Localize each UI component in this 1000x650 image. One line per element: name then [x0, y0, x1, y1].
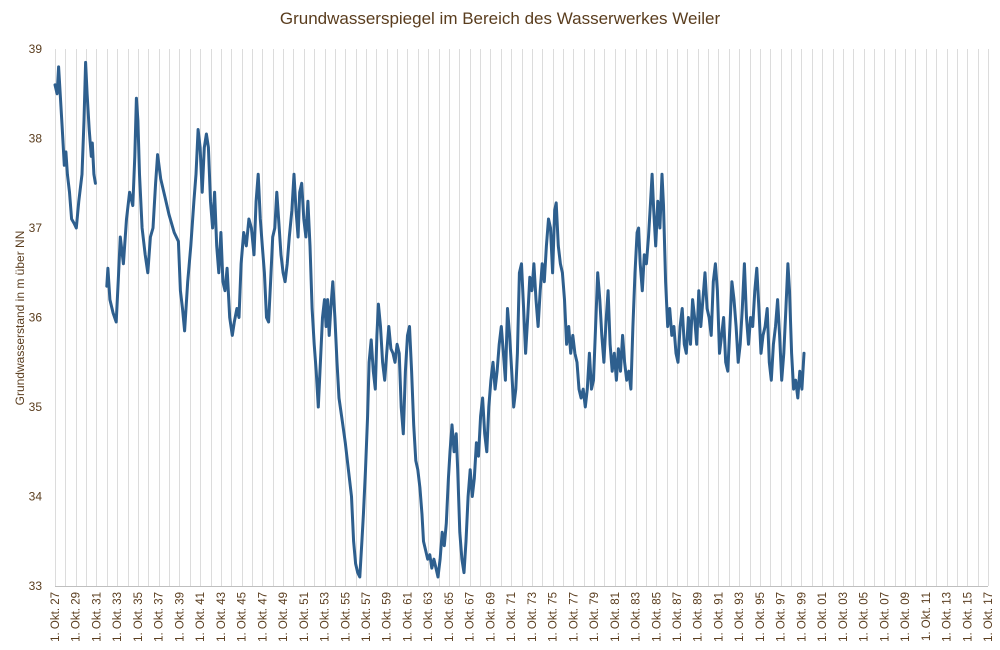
y-tick-label: 33	[29, 579, 43, 593]
x-tick-label: 1. Okt. 39	[174, 592, 186, 642]
x-tick-label: 1. Okt. 75	[548, 592, 560, 642]
y-tick-label: 37	[29, 221, 43, 235]
x-tick-label: 1. Okt. 41	[195, 592, 207, 642]
x-tick-label: 1. Okt. 65	[444, 592, 456, 642]
x-tick-label: 1. Okt. 07	[879, 592, 891, 642]
x-tick-label: 1. Okt. 49	[278, 592, 290, 642]
x-tick-label: 1. Okt. 95	[755, 592, 767, 642]
x-tick-label: 1. Okt. 15	[962, 592, 974, 642]
x-tick-label: 1. Okt. 89	[693, 592, 705, 642]
series-line	[105, 96, 806, 579]
x-tick-label: 1. Okt. 47	[257, 592, 269, 642]
x-tick-label: 1. Okt. 87	[672, 592, 684, 642]
x-tick-label: 1. Okt. 11	[921, 592, 933, 641]
x-tick-label: 1. Okt. 17	[983, 592, 995, 642]
x-tick-label: 1. Okt. 51	[299, 592, 311, 642]
x-tick-label: 1. Okt. 97	[776, 592, 788, 642]
x-tick-label: 1. Okt. 13	[942, 592, 954, 642]
x-tick-label: 1. Okt. 63	[423, 592, 435, 642]
x-tick-label: 1. Okt. 73	[527, 592, 539, 642]
y-tick-label: 39	[29, 42, 43, 56]
x-tick-label: 1. Okt. 53	[320, 592, 332, 642]
x-tick-label: 1. Okt. 91	[713, 592, 725, 642]
x-tick-label: 1. Okt. 45	[237, 592, 249, 642]
x-tick-label: 1. Okt. 71	[506, 592, 518, 642]
x-tick-label: 1. Okt. 33	[112, 592, 124, 642]
x-tick-label: 1. Okt. 99	[796, 592, 808, 642]
x-tick-label: 1. Okt. 93	[734, 592, 746, 642]
x-tick-label: 1. Okt. 29	[71, 592, 83, 642]
x-tick-label: 1. Okt. 77	[568, 592, 580, 642]
x-tick-label: 1. Okt. 01	[817, 592, 829, 642]
x-tick-label: 1. Okt. 67	[465, 592, 477, 642]
x-tick-label: 1. Okt. 85	[651, 592, 663, 642]
x-tick-label: 1. Okt. 05	[859, 592, 871, 642]
x-tick-label: 1. Okt. 35	[133, 592, 145, 642]
x-tick-label: 1. Okt. 55	[340, 592, 352, 642]
y-tick-label: 36	[29, 311, 43, 325]
chart-title: Grundwasserspiegel im Bereich des Wasser…	[279, 9, 721, 28]
x-tick-label: 1. Okt. 59	[382, 592, 394, 642]
x-tick-label: 1. Okt. 43	[216, 592, 228, 642]
series-line	[53, 60, 97, 230]
x-tick-label: 1. Okt. 83	[631, 592, 643, 642]
x-tick-label: 1. Okt. 37	[154, 592, 166, 642]
x-tick-label: 1. Okt. 09	[900, 592, 912, 642]
x-tick-label: 1. Okt. 57	[361, 592, 373, 642]
x-tick-label: 1. Okt. 31	[91, 592, 103, 642]
x-tick-label: 1. Okt. 81	[610, 592, 622, 642]
y-tick-label: 34	[29, 490, 43, 504]
x-tick-label: 1. Okt. 79	[589, 592, 601, 642]
x-tick-label: 1. Okt. 69	[485, 592, 497, 642]
y-tick-label: 38	[29, 132, 43, 146]
y-tick-label: 35	[29, 400, 43, 414]
x-tick-label: 1. Okt. 03	[838, 592, 850, 642]
x-tick-label: 1. Okt. 61	[402, 592, 414, 642]
x-tick-label: 1. Okt. 27	[50, 592, 62, 642]
